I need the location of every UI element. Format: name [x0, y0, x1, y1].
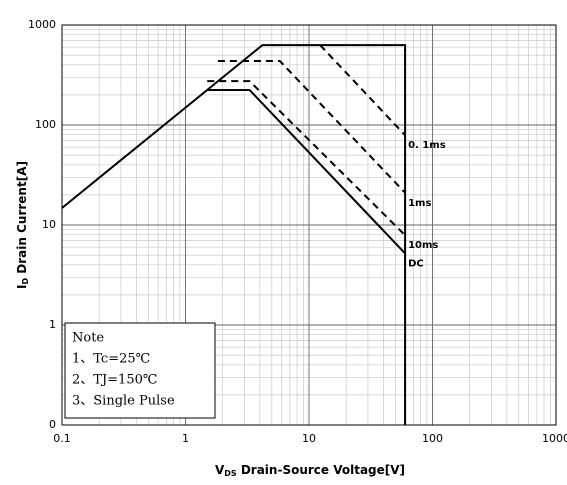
- note-text: Note: [72, 331, 104, 346]
- y-tick-label: 100: [35, 118, 56, 131]
- series-line: [217, 59, 406, 194]
- series-label: 0. 1ms: [408, 140, 446, 151]
- x-axis-symbol: V: [215, 463, 225, 477]
- note-text: 3、Single Pulse: [72, 394, 175, 409]
- x-tick-label: 1: [182, 432, 189, 445]
- y-tick-label: 1000: [28, 18, 56, 31]
- y-axis-title: ID Drain Current[A]: [15, 161, 30, 289]
- x-axis-text: Drain-Source Voltage[V]: [237, 463, 405, 477]
- y-tick-label: 10: [42, 218, 56, 231]
- series-line: [207, 80, 406, 236]
- x-tick-label: 100: [422, 432, 443, 445]
- x-tick-label: 10: [302, 432, 316, 445]
- note-text: 2、TJ=150℃: [72, 373, 157, 388]
- x-axis-subscript: DS: [224, 469, 237, 478]
- note-box: Note 1、Tc=25℃ 2、TJ=150℃ 3、Single Pulse: [64, 322, 216, 419]
- y-axis-text: Drain Current[A]: [15, 161, 29, 278]
- series-label: DC: [408, 258, 424, 269]
- plot-frame: [61, 24, 557, 426]
- note-frame: [64, 322, 216, 419]
- y-tick-label: 0: [49, 418, 56, 431]
- x-tick-label: 0.1: [53, 432, 71, 445]
- series-label: 10ms: [408, 240, 438, 251]
- note-text: 1、Tc=25℃: [72, 352, 150, 367]
- series-label: 1ms: [408, 198, 431, 209]
- series-line: [207, 88, 406, 255]
- series-line: [61, 44, 407, 425]
- x-axis-title: VDS Drain-Source Voltage[V]: [215, 463, 405, 478]
- y-tick-label: 1: [49, 318, 56, 331]
- y-axis-subscript: D: [21, 278, 30, 285]
- x-tick-label: 1000: [542, 432, 567, 445]
- y-axis-symbol: I: [15, 285, 29, 289]
- series-line: [319, 44, 406, 136]
